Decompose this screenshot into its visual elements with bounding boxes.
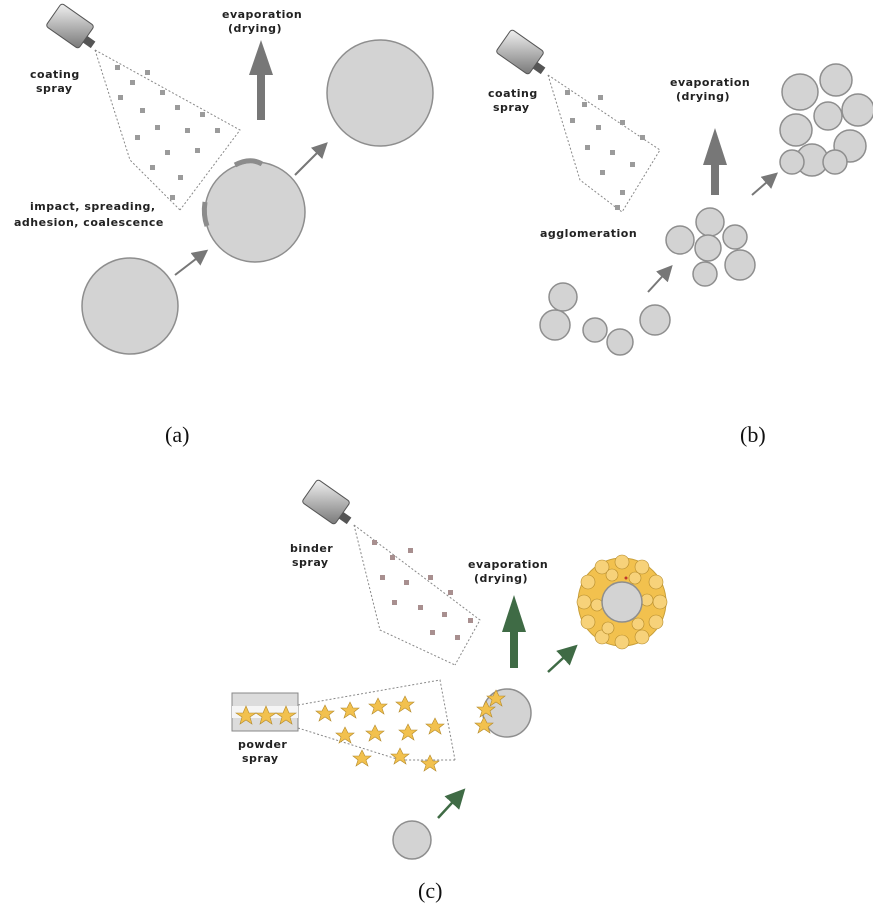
agglomeration-label: agglomeration: [540, 227, 637, 240]
agglomerate-large: [779, 63, 873, 177]
powder-spray-cone: [297, 679, 456, 761]
panel-b: coating spray evaporation (drying) agglo…: [488, 29, 873, 447]
spray-nozzle-icon: [496, 29, 546, 75]
binder-spray-cone: [353, 524, 481, 666]
binder-spray-label: binder spray: [290, 542, 338, 569]
evaporation-label: evaporation (drying): [468, 558, 553, 585]
spray-cone: [94, 49, 241, 211]
evaporation-arrow: [703, 128, 727, 195]
evaporation-arrow: [249, 40, 273, 120]
evaporation-arrow: [502, 595, 526, 668]
coating-particle: [204, 161, 306, 263]
initial-particle: [81, 257, 179, 355]
arrow-to-layering: [437, 788, 466, 819]
binder-droplets: [372, 540, 473, 640]
coated-particle: [326, 39, 434, 147]
primary-particles: [539, 282, 671, 356]
arrow-to-layered: [547, 644, 578, 673]
evaporation-label: evaporation (drying): [222, 8, 307, 35]
initial-core-particle: [392, 820, 432, 860]
spray-label: coating spray: [488, 87, 542, 114]
caption-c: (c): [418, 878, 442, 903]
spray-nozzle-icon: [46, 3, 96, 49]
powder-feeder-icon: [231, 692, 299, 732]
evaporation-label: evaporation (drying): [670, 76, 755, 103]
panel-c: binder spray evaporation (drying): [231, 479, 668, 903]
arrow-to-large-agglomerate: [751, 172, 779, 196]
spray-cone: [547, 74, 661, 213]
agglomerate-small: [665, 207, 756, 287]
coating-droplets: [565, 90, 645, 210]
layered-particle: [576, 554, 668, 650]
arrow-to-agglomerate: [647, 265, 673, 293]
arrow-to-coating: [174, 249, 209, 276]
caption-a: (a): [165, 422, 189, 447]
spray-nozzle-icon: [302, 479, 352, 525]
arrow-to-coated: [294, 142, 328, 176]
spray-label: coating spray: [30, 68, 84, 95]
impact-label: impact, spreading, adhesion, coalescence: [14, 200, 164, 229]
coating-droplets: [115, 65, 220, 200]
layering-particle: [474, 688, 532, 738]
powder-spray-label: powder spray: [238, 738, 292, 765]
panel-a: coating spray evaporation (drying) impac…: [14, 3, 434, 447]
caption-b: (b): [740, 422, 766, 447]
powder-particles: [315, 695, 445, 772]
